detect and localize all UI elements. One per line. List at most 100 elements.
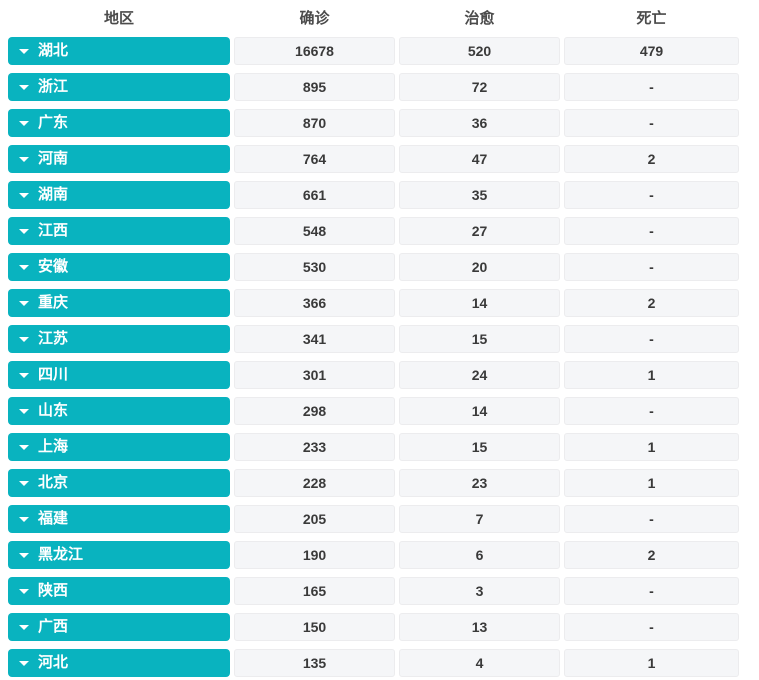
region-label: 陕西 — [38, 582, 69, 599]
region-label: 山东 — [38, 402, 69, 419]
region-toggle-button[interactable]: 江苏 — [8, 325, 230, 353]
region-toggle-button[interactable]: 广东 — [8, 109, 230, 137]
confirmed-cell: 135 — [234, 649, 395, 677]
deaths-cell: - — [564, 217, 739, 245]
table-row: 湖北 16678 520 479 — [8, 37, 759, 65]
cured-cell: 23 — [399, 469, 560, 497]
region-label: 浙江 — [38, 78, 69, 95]
header-confirmed: 确诊 — [299, 10, 330, 27]
chevron-down-icon — [19, 444, 29, 450]
deaths-cell: 2 — [564, 541, 739, 569]
table-row: 湖南 661 35- — [8, 181, 759, 209]
region-toggle-button[interactable]: 湖北 — [8, 37, 230, 65]
chevron-down-icon — [19, 84, 29, 90]
cured-cell: 520 — [399, 37, 560, 65]
table-row: 广西 150 13- — [8, 613, 759, 641]
region-toggle-button[interactable]: 北京 — [8, 469, 230, 497]
confirmed-cell: 530 — [234, 253, 395, 281]
region-toggle-button[interactable]: 山东 — [8, 397, 230, 425]
table-row: 江西 548 27- — [8, 217, 759, 245]
confirmed-cell: 661 — [234, 181, 395, 209]
chevron-down-icon — [19, 48, 29, 54]
table-row: 浙江 895 72- — [8, 73, 759, 101]
deaths-cell: - — [564, 73, 739, 101]
deaths-cell: 1 — [564, 649, 739, 677]
region-label: 江苏 — [38, 330, 69, 347]
cured-cell: 47 — [399, 145, 560, 173]
region-label: 湖南 — [38, 186, 69, 203]
chevron-down-icon — [19, 660, 29, 666]
region-toggle-button[interactable]: 重庆 — [8, 289, 230, 317]
confirmed-cell: 341 — [234, 325, 395, 353]
region-label: 安徽 — [38, 258, 69, 275]
table-row: 黑龙江 190 6 2 — [8, 541, 759, 569]
confirmed-cell: 233 — [234, 433, 395, 461]
region-label: 河北 — [38, 654, 69, 671]
confirmed-cell: 165 — [234, 577, 395, 605]
region-label: 福建 — [38, 510, 69, 527]
confirmed-cell: 895 — [234, 73, 395, 101]
confirmed-cell: 150 — [234, 613, 395, 641]
table-row: 河南 764 47 2 — [8, 145, 759, 173]
table-body: 湖北 16678 520 479 浙江 895 72- 广东 870 36- 河南 764 47 2 湖南 6… — [8, 37, 759, 677]
deaths-cell: 479 — [564, 37, 739, 65]
region-toggle-button[interactable]: 湖南 — [8, 181, 230, 209]
confirmed-cell: 298 — [234, 397, 395, 425]
confirmed-cell: 366 — [234, 289, 395, 317]
table-row: 四川 301 24 1 — [8, 361, 759, 389]
chevron-down-icon — [19, 372, 29, 378]
region-toggle-button[interactable]: 河北 — [8, 649, 230, 677]
region-label: 黑龙江 — [38, 546, 84, 563]
region-toggle-button[interactable]: 河南 — [8, 145, 230, 173]
confirmed-cell: 870 — [234, 109, 395, 137]
region-toggle-button[interactable]: 黑龙江 — [8, 541, 230, 569]
region-label: 广东 — [38, 114, 69, 131]
confirmed-cell: 205 — [234, 505, 395, 533]
chevron-down-icon — [19, 336, 29, 342]
cured-cell: 6 — [399, 541, 560, 569]
table-row: 河北 135 4 1 — [8, 649, 759, 677]
region-toggle-button[interactable]: 四川 — [8, 361, 230, 389]
region-toggle-button[interactable]: 浙江 — [8, 73, 230, 101]
region-label: 江西 — [38, 222, 69, 239]
region-toggle-button[interactable]: 陕西 — [8, 577, 230, 605]
deaths-cell: - — [564, 325, 739, 353]
header-region: 地区 — [103, 10, 134, 27]
table-header-row: 地区 确诊 治愈 死亡 — [8, 5, 759, 30]
region-toggle-button[interactable]: 江西 — [8, 217, 230, 245]
cured-cell: 72 — [399, 73, 560, 101]
cured-cell: 24 — [399, 361, 560, 389]
chevron-down-icon — [19, 120, 29, 126]
chevron-down-icon — [19, 624, 29, 630]
deaths-cell: - — [564, 109, 739, 137]
deaths-cell: - — [564, 613, 739, 641]
cured-cell: 15 — [399, 433, 560, 461]
header-cured: 治愈 — [464, 10, 495, 27]
table-row: 重庆 366 14 2 — [8, 289, 759, 317]
confirmed-cell: 228 — [234, 469, 395, 497]
region-label: 湖北 — [38, 42, 69, 59]
confirmed-cell: 301 — [234, 361, 395, 389]
cured-cell: 4 — [399, 649, 560, 677]
region-toggle-button[interactable]: 上海 — [8, 433, 230, 461]
header-deaths: 死亡 — [636, 10, 667, 27]
region-toggle-button[interactable]: 广西 — [8, 613, 230, 641]
cured-cell: 20 — [399, 253, 560, 281]
region-toggle-button[interactable]: 福建 — [8, 505, 230, 533]
region-label: 重庆 — [38, 294, 69, 311]
deaths-cell: 1 — [564, 361, 739, 389]
table-row: 陕西 165 3- — [8, 577, 759, 605]
deaths-cell: - — [564, 505, 739, 533]
table-row: 福建 205 7- — [8, 505, 759, 533]
table-row: 安徽 530 20- — [8, 253, 759, 281]
chevron-down-icon — [19, 516, 29, 522]
chevron-down-icon — [19, 300, 29, 306]
deaths-cell: - — [564, 181, 739, 209]
region-toggle-button[interactable]: 安徽 — [8, 253, 230, 281]
region-label: 广西 — [38, 618, 69, 635]
cured-cell: 35 — [399, 181, 560, 209]
chevron-down-icon — [19, 480, 29, 486]
cured-cell: 3 — [399, 577, 560, 605]
